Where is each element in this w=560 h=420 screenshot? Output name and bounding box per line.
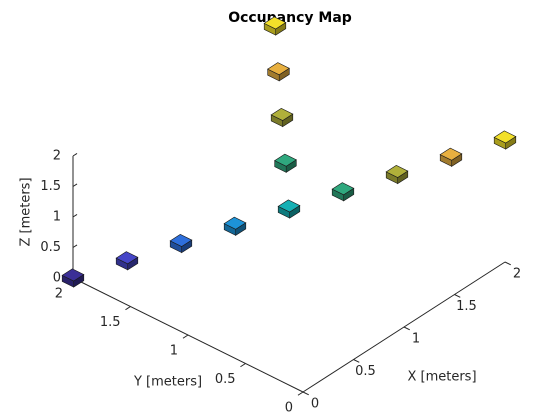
x-tick [302, 391, 309, 396]
x-tick-label: 0.5 [355, 364, 376, 379]
z-tick [72, 244, 78, 248]
x-axis-label: X [meters] [407, 370, 476, 385]
x-tick [454, 294, 461, 298]
y-tick [125, 306, 131, 311]
voxel-top [61, 268, 85, 282]
voxel [267, 62, 290, 82]
voxel-top [439, 147, 463, 161]
x-tick-label: 0 [311, 397, 319, 412]
z-axis-label: Z [meters] [19, 177, 34, 246]
z-tick-label: 2 [53, 149, 61, 164]
voxel [331, 182, 355, 202]
y-axis-label: Y [meters] [133, 375, 202, 390]
voxel-top [169, 234, 193, 247]
y-tick [297, 391, 304, 396]
voxel [493, 130, 517, 150]
voxel-top [385, 165, 409, 178]
x-tick [353, 359, 360, 363]
voxel-top [267, 62, 290, 76]
voxel [385, 165, 409, 185]
voxel-top [274, 153, 297, 167]
x-tick [403, 326, 410, 331]
z-tick-label: 0.5 [40, 240, 61, 255]
y-tick [240, 363, 246, 368]
voxel [61, 268, 85, 288]
voxel-top [263, 16, 287, 30]
y-tick-label: 0 [285, 401, 293, 416]
y-tick [182, 334, 189, 339]
voxel [277, 199, 301, 219]
z-tick [72, 183, 78, 187]
y-tick-label: 1.5 [100, 315, 121, 330]
voxel [274, 153, 297, 173]
voxel [169, 234, 193, 254]
voxel [223, 216, 247, 236]
z-tick-label: 1.5 [40, 179, 61, 194]
y-tick-label: 0.5 [215, 372, 236, 387]
voxel-top [493, 130, 517, 144]
y-tick-label: 2 [55, 287, 63, 302]
x-tick [504, 261, 511, 266]
z-tick-label: 0 [53, 271, 61, 286]
voxel [439, 147, 463, 167]
chart-title: Occupancy Map [228, 10, 352, 26]
voxel [263, 16, 287, 36]
x-tick-label: 1 [412, 332, 420, 347]
y-tick-label: 1 [170, 344, 178, 359]
voxel [115, 251, 139, 271]
x-tick-label: 1.5 [456, 299, 477, 314]
voxel-top [277, 199, 301, 213]
voxel-top [223, 216, 247, 230]
voxel [270, 108, 294, 128]
x-tick-label: 2 [513, 267, 521, 282]
voxel-top [115, 251, 139, 265]
z-tick [72, 152, 78, 157]
z-tick-label: 1 [53, 210, 61, 225]
voxel-top [270, 108, 294, 121]
voxel-top [331, 182, 355, 196]
z-tick [72, 213, 78, 218]
